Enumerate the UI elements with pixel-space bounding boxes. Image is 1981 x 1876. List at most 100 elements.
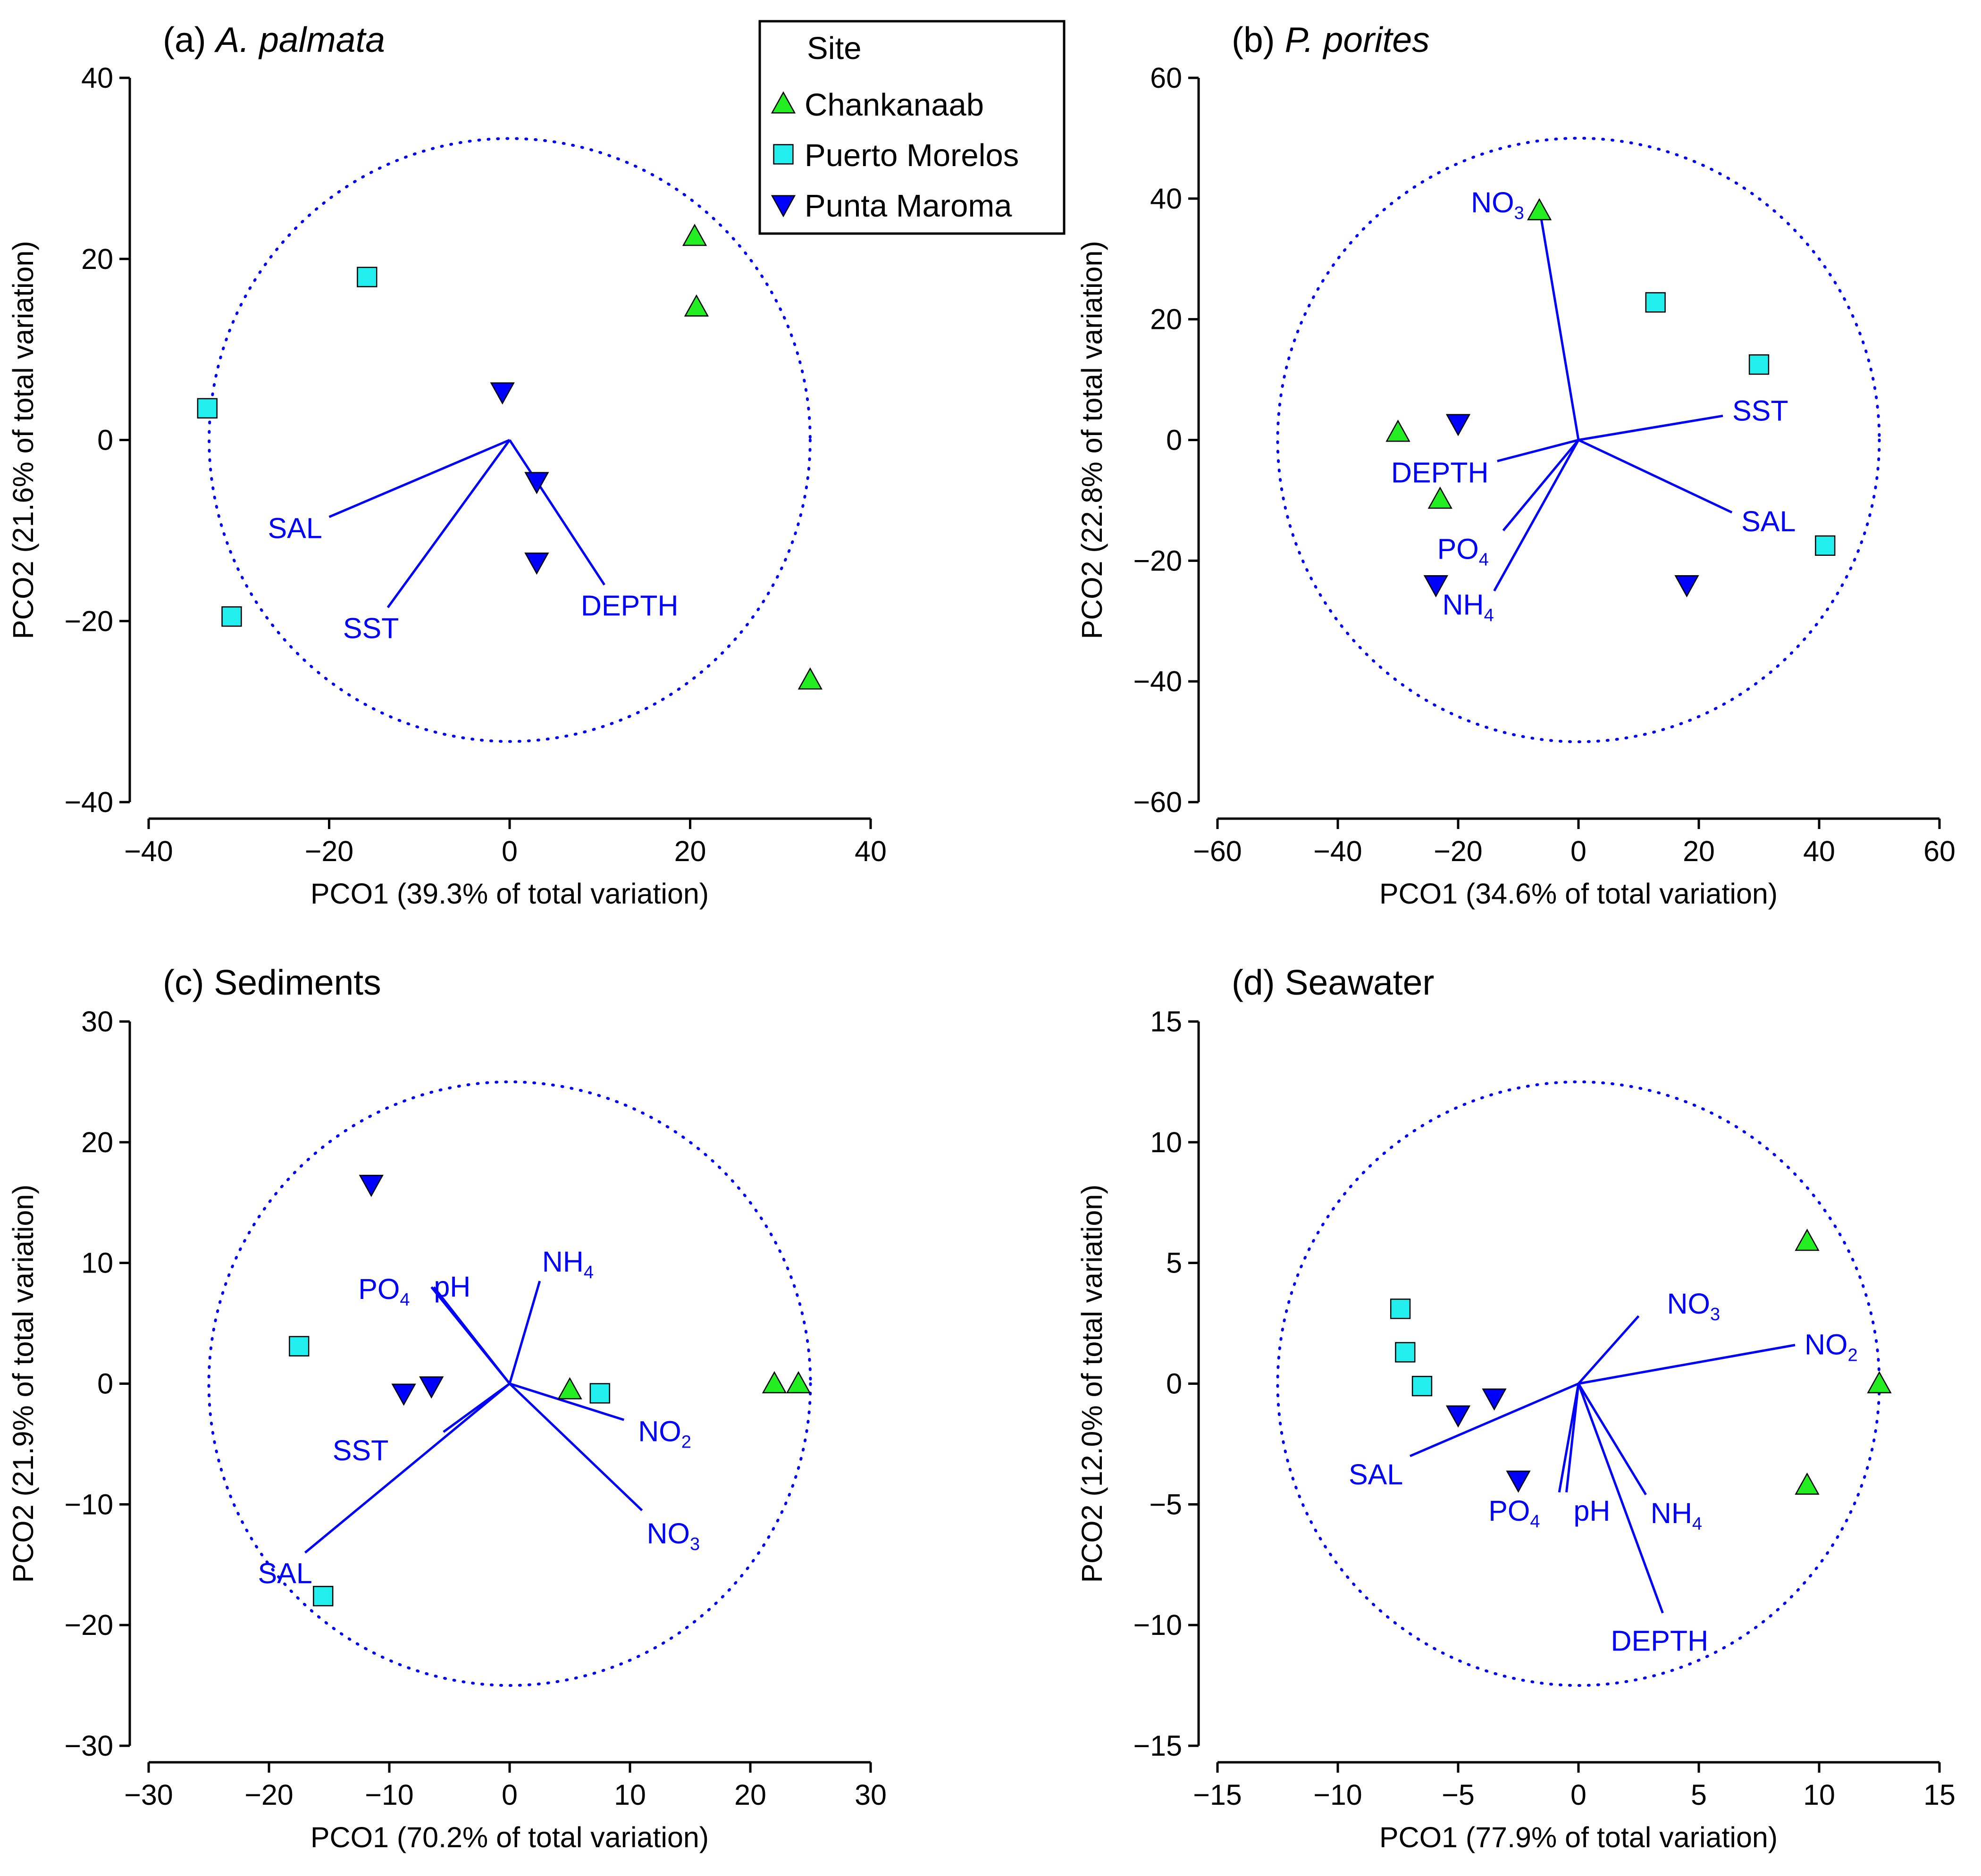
vector-line xyxy=(386,439,511,608)
x-axis-label: PCO1 (70.2% of total variation) xyxy=(311,1821,709,1853)
y-tick-label: 15 xyxy=(1150,1005,1182,1038)
point-chankanaab xyxy=(1527,198,1552,220)
y-tick-label: 20 xyxy=(81,243,113,275)
correlation-circle xyxy=(208,137,812,743)
y-tick-label: 10 xyxy=(81,1247,113,1279)
y-tick-label: −10 xyxy=(65,1488,113,1520)
point-puerto-morelos xyxy=(289,1336,310,1357)
panel-title: (c) Sediments xyxy=(163,963,381,1002)
y-axis-label: PCO2 (22.8% of total variation) xyxy=(1076,241,1108,639)
x-tick-label: 30 xyxy=(855,1779,887,1811)
vector-line xyxy=(509,1382,643,1511)
y-tick-label: −20 xyxy=(65,1609,113,1641)
y-tick-label: 5 xyxy=(1166,1247,1182,1279)
point-chankanaab xyxy=(786,1371,811,1393)
x-tick-label: 40 xyxy=(1803,835,1835,867)
point-punta-maroma xyxy=(1445,1405,1471,1428)
vector-label: NH4 xyxy=(542,1246,594,1282)
vector-label: PO4 xyxy=(1488,1495,1540,1532)
point-chankanaab xyxy=(1795,1472,1820,1495)
vector-line xyxy=(1410,1382,1579,1457)
point-puerto-morelos xyxy=(357,267,378,287)
vector-label: NH4 xyxy=(1651,1497,1702,1534)
y-tick-label: −15 xyxy=(1133,1730,1182,1762)
point-punta-maroma xyxy=(490,382,515,405)
legend-marker-puerto-morelos xyxy=(773,144,794,165)
point-puerto-morelos xyxy=(1390,1298,1411,1319)
point-puerto-morelos xyxy=(1395,1342,1416,1363)
vector-label: pH xyxy=(1574,1495,1611,1527)
y-axis-label: PCO2 (21.9% of total variation) xyxy=(7,1184,39,1583)
x-axis-label: PCO1 (39.3% of total variation) xyxy=(311,878,709,910)
vector-line xyxy=(508,439,605,586)
x-tick-label: 10 xyxy=(1803,1779,1835,1811)
point-punta-maroma xyxy=(1674,575,1699,598)
point-punta-maroma xyxy=(1445,414,1471,436)
panel-c-sediments: (c) Sediments −30 −20 −10 0 10 20 30 PCO1 (70.2%… xyxy=(7,963,887,1853)
y-tick-label: −10 xyxy=(1133,1609,1182,1641)
vector-line xyxy=(1558,1383,1580,1493)
site-legend: Site Chankanaab Puerto Morelos Punta Maroma xyxy=(758,20,1066,235)
legend-marker-punta-maroma xyxy=(771,195,796,218)
vector-line xyxy=(509,1382,625,1421)
vector-line xyxy=(1578,1344,1796,1385)
x-tick-label: −10 xyxy=(365,1779,413,1811)
y-tick-label: 30 xyxy=(81,1005,113,1038)
point-chankanaab xyxy=(1427,486,1452,509)
vector-line xyxy=(328,439,510,518)
vector-label: SST xyxy=(1732,394,1788,427)
y-tick-label: 20 xyxy=(81,1126,113,1158)
vector-label: NO3 xyxy=(1667,1288,1721,1324)
vector-label: SAL xyxy=(258,1558,312,1590)
y-tick-label: −20 xyxy=(65,605,113,637)
y-tick-label: 40 xyxy=(81,62,113,94)
vector-label: DEPTH xyxy=(1391,456,1489,488)
vector-line xyxy=(304,1382,511,1554)
vector-label: SST xyxy=(333,1434,389,1466)
vector-line xyxy=(1578,414,1723,441)
x-tick-label: 10 xyxy=(614,1779,646,1811)
x-tick-label: −40 xyxy=(124,835,173,867)
x-tick-label: 0 xyxy=(502,1779,518,1811)
point-punta-maroma xyxy=(1506,1470,1531,1493)
y-tick-label: 0 xyxy=(1166,424,1182,456)
point-puerto-morelos xyxy=(1815,535,1836,556)
x-tick-label: 0 xyxy=(502,835,518,867)
x-tick-label: 0 xyxy=(1570,835,1586,867)
x-tick-label: −60 xyxy=(1193,835,1242,867)
point-puerto-morelos xyxy=(589,1383,610,1404)
x-tick-label: −10 xyxy=(1313,1779,1362,1811)
vector-label: PO4 xyxy=(358,1273,410,1310)
vector-line xyxy=(1577,1383,1664,1614)
legend-marker-chankanaab xyxy=(771,91,796,114)
vector-label: SAL xyxy=(268,512,322,544)
legend-entry-label: Chankanaab xyxy=(805,87,984,123)
x-tick-label: −20 xyxy=(1434,835,1482,867)
legend-entry-label: Puerto Morelos xyxy=(805,138,1019,173)
point-puerto-morelos xyxy=(313,1586,334,1607)
vector-label: SAL xyxy=(1741,505,1796,537)
point-punta-maroma xyxy=(359,1174,384,1197)
correlation-circle xyxy=(207,1080,812,1687)
y-tick-label: −60 xyxy=(1133,786,1182,818)
x-tick-label: −20 xyxy=(244,1779,293,1811)
vector-line xyxy=(1538,207,1580,440)
point-punta-maroma xyxy=(1423,575,1448,598)
x-tick-label: −5 xyxy=(1442,1779,1475,1811)
point-chankanaab xyxy=(1385,419,1410,442)
y-tick-label: −5 xyxy=(1149,1488,1182,1520)
y-tick-label: 0 xyxy=(97,424,113,456)
vector-label: DEPTH xyxy=(581,590,679,622)
vector-label: PO4 xyxy=(1437,533,1489,570)
vector-label: NO3 xyxy=(1471,186,1524,223)
x-tick-label: 60 xyxy=(1923,835,1956,867)
vector-line xyxy=(1577,1383,1647,1496)
y-tick-label: 40 xyxy=(1150,183,1182,215)
point-chankanaab xyxy=(682,224,707,246)
point-puerto-morelos xyxy=(221,606,242,627)
point-chankanaab xyxy=(1867,1371,1892,1393)
vector-label: pH xyxy=(434,1271,470,1303)
x-tick-label: −15 xyxy=(1193,1779,1242,1811)
x-tick-label: 40 xyxy=(855,835,887,867)
vector-line xyxy=(1578,439,1733,514)
